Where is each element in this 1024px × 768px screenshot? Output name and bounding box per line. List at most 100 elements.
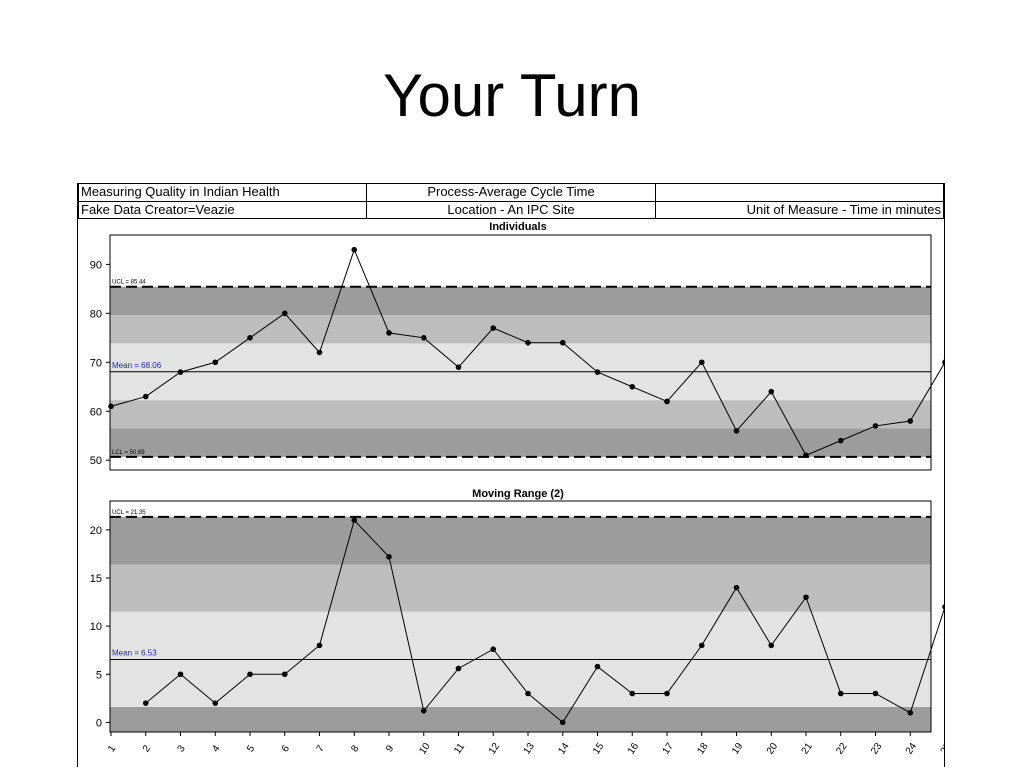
header-unit-of-measure: Unit of Measure - Time in minutes [655, 200, 944, 219]
moving-range-point-14 [559, 719, 566, 726]
individuals-ytick-label-90: 90 [90, 259, 102, 271]
individuals-point-6 [281, 310, 288, 317]
individuals-point-20 [768, 388, 775, 395]
moving-range-zone-band-3 [110, 516, 931, 565]
moving-range-point-10 [420, 708, 427, 714]
moving-range-point-12 [490, 646, 497, 653]
individuals-point-1 [108, 403, 114, 410]
moving-range-xtick-label-17: 17 [661, 741, 677, 757]
individuals-zone-band-4 [110, 286, 931, 316]
moving-range-chart-title: Moving Range (2) [472, 488, 564, 500]
moving-range-xtick-label-25: 25 [939, 741, 944, 757]
moving-range-plot-frame [109, 500, 932, 733]
individuals-point-17 [664, 398, 670, 405]
moving-range-ytick-label-20: 20 [90, 525, 102, 537]
individuals-point-21 [803, 452, 809, 459]
moving-range-ucl-label: UCL = 21.35 [112, 510, 146, 516]
individuals-mean-label: Mean = 68.06 [112, 361, 162, 370]
moving-range-point-9 [386, 554, 392, 560]
moving-range-mean-label: Mean = 6.53 [112, 649, 157, 658]
individuals-point-18 [698, 359, 705, 366]
moving-range-xtick-label-7: 7 [315, 743, 327, 754]
moving-range-point-15 [594, 663, 601, 670]
header-data-creator: Fake Data Creator=Veazie [78, 200, 367, 219]
moving-range-xtick-label-10: 10 [417, 741, 433, 757]
individuals-point-25 [942, 359, 944, 365]
moving-range-point-6 [281, 671, 288, 678]
individuals-zone-band-3 [110, 315, 931, 344]
moving-range-point-25 [942, 604, 944, 610]
moving-range-zone-band-2 [110, 564, 931, 612]
individuals-point-22 [837, 437, 844, 444]
moving-range-ytick-label-5: 5 [96, 669, 102, 681]
moving-range-point-23 [872, 690, 879, 697]
individuals-point-10 [420, 335, 427, 341]
moving-range-point-8 [351, 517, 358, 524]
individuals-point-24 [907, 418, 914, 424]
individuals-ytick-label-70: 70 [90, 357, 102, 369]
moving-range-point-7 [316, 642, 323, 649]
moving-range-point-3 [177, 671, 184, 678]
individuals-point-19 [733, 428, 740, 434]
individuals-point-3 [177, 369, 184, 375]
moving-range-point-4 [212, 700, 219, 706]
moving-range-xtick-label-12: 12 [487, 741, 503, 757]
moving-range-xtick-label-24: 24 [904, 741, 920, 757]
individuals-point-11 [455, 364, 462, 370]
control-chart-panel: Measuring Quality in Indian Health Proce… [77, 183, 945, 767]
moving-range-xtick-label-9: 9 [384, 743, 396, 754]
individuals-point-14 [559, 339, 566, 346]
moving-range-xtick-label-21: 21 [800, 741, 816, 757]
moving-range-point-16 [629, 690, 636, 697]
moving-range-ytick-label-10: 10 [90, 621, 102, 633]
moving-range-ytick-label-15: 15 [90, 573, 102, 585]
moving-range-point-22 [837, 690, 844, 697]
moving-range-xtick-label-4: 4 [210, 743, 222, 754]
individuals-point-9 [386, 330, 392, 336]
moving-range-xtick-label-5: 5 [245, 743, 257, 754]
moving-range-point-20 [768, 642, 775, 649]
individuals-point-23 [872, 423, 879, 429]
individuals-point-16 [629, 383, 636, 390]
individuals-point-8 [351, 246, 358, 253]
moving-range-xtick-label-6: 6 [280, 743, 292, 754]
individuals-zone-band-0 [110, 428, 931, 457]
moving-range-xtick-label-15: 15 [591, 741, 607, 757]
individuals-lcl-label: LCL = 50.69 [112, 450, 145, 456]
moving-range-xtick-label-19: 19 [730, 741, 746, 757]
moving-range-xtick-label-11: 11 [452, 741, 467, 756]
moving-range-point-13 [525, 690, 531, 697]
moving-range-xtick-label-23: 23 [869, 741, 885, 757]
individuals-point-2 [142, 393, 149, 400]
moving-range-xtick-label-1: 1 [106, 743, 118, 754]
moving-range-xtick-label-3: 3 [176, 743, 188, 754]
moving-range-xtick-label-18: 18 [695, 741, 711, 757]
individuals-point-15 [594, 369, 601, 375]
moving-range-point-5 [247, 671, 253, 678]
moving-range-point-19 [733, 584, 740, 591]
moving-range-xtick-label-22: 22 [834, 741, 850, 757]
individuals-ytick-label-50: 50 [90, 455, 102, 467]
moving-range-point-11 [455, 665, 462, 672]
individuals-point-12 [490, 325, 497, 331]
moving-range-xtick-label-16: 16 [626, 741, 642, 757]
moving-range-xtick-label-2: 2 [141, 743, 153, 754]
moving-range-xtick-label-20: 20 [765, 741, 781, 757]
individuals-ucl-label: UCL = 85.44 [112, 280, 146, 286]
moving-range-zone-band-0 [110, 706, 931, 732]
individuals-ytick-label-80: 80 [90, 308, 102, 320]
moving-range-point-17 [664, 690, 670, 697]
individuals-point-5 [247, 335, 253, 341]
slide-title: Your Turn [383, 62, 641, 129]
moving-range-xtick-label-8: 8 [349, 743, 361, 754]
individuals-zone-band-1 [110, 400, 931, 429]
moving-range-ytick-label-0: 0 [96, 717, 102, 729]
individuals-point-13 [525, 339, 531, 346]
moving-range-point-21 [803, 594, 809, 601]
moving-range-xtick-label-14: 14 [556, 741, 572, 757]
chart-header-table: Measuring Quality in Indian Health Proce… [78, 183, 944, 219]
individuals-ytick-label-60: 60 [90, 406, 102, 418]
individuals-chart-title: Individuals [489, 221, 546, 233]
moving-range-series-line [145, 519, 944, 724]
